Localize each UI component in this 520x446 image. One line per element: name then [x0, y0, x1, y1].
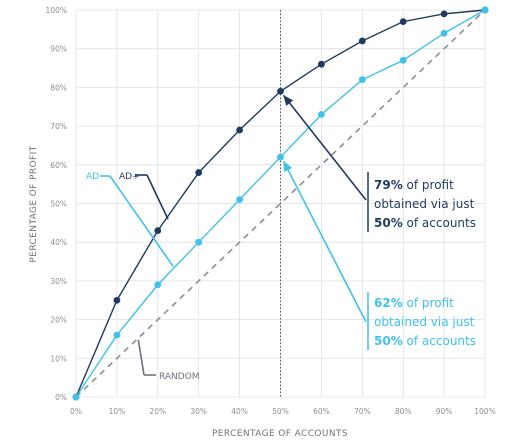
annotation-ad-plus-text2: obtained via just [374, 197, 475, 211]
svg-text:50% of accounts: 50% of accounts [374, 334, 476, 348]
annotation-ad-text1: of profit [403, 296, 454, 310]
series-random-line [75, 9, 486, 398]
x-tick-label: 40% [231, 407, 248, 416]
arrow-ad-plus-annotation-arrowhead [283, 95, 294, 106]
label-ad-plus: AD+ [119, 172, 140, 182]
pointer-random-label-b [137, 339, 145, 376]
x-tick-label: 50% [272, 407, 289, 416]
annotation-ad-plus-text3: of accounts [403, 216, 476, 230]
x-tick-label: 90% [436, 407, 453, 416]
annotation-ad-plus: 79% of profit obtained via just 50% of a… [367, 172, 476, 232]
y-tick-label: 20% [50, 316, 67, 325]
arrow-ad-annotation [282, 160, 367, 323]
series-ad-plus-point [358, 37, 366, 45]
y-tick-labels: 0% 10% 20% 30% 40% 50% 60% 70% 80% 90% 100% [46, 6, 67, 402]
series-ad-point [277, 153, 284, 161]
pointer-ad-plus-label-b [146, 174, 169, 220]
y-tick-label: 100% [46, 6, 67, 15]
series-ad-plus-point [399, 18, 407, 26]
x-tick-label: 0% [70, 407, 82, 416]
series-ad-point [72, 393, 80, 401]
series-ad-plus-point [113, 296, 121, 304]
y-tick-label: 50% [50, 200, 67, 209]
annotation-ad-plus-share: 50% [374, 216, 403, 230]
series-ad-point [399, 56, 407, 64]
series-ad-point [113, 331, 121, 339]
annotation-ad-text3: of accounts [403, 334, 476, 348]
series-ad-point [440, 29, 448, 37]
annotation-ad-value: 62% [374, 296, 403, 310]
series-ad-plus-point [277, 87, 284, 95]
series-ad-plus-point [318, 60, 325, 68]
x-tick-labels: 0% 10% 20% 30% 40% 50% 60% 70% 80% 90% 100% [70, 407, 496, 416]
series-ad-point [236, 196, 244, 204]
y-tick-label: 60% [50, 161, 67, 170]
annotation-ad-text2: obtained via just [374, 315, 475, 329]
series-ad-point [318, 111, 325, 118]
annotation-ad: 62% of profit obtained via just 50% of a… [367, 292, 476, 350]
x-tick-label: 70% [354, 407, 371, 416]
series-ad-point [195, 238, 203, 246]
svg-text:50% of accounts: 50% of accounts [374, 216, 476, 230]
series-ad-plus-point [440, 10, 448, 18]
label-random: RANDOM [159, 372, 200, 382]
series-ad-point [154, 281, 162, 289]
series-points [72, 6, 489, 401]
annotation-ad-plus-text1: of profit [403, 178, 454, 192]
label-ad: AD [86, 172, 99, 182]
y-tick-label: 70% [50, 122, 67, 131]
y-tick-label: 30% [50, 277, 67, 286]
y-tick-label: 40% [50, 238, 67, 247]
annotation-ad-share: 50% [374, 334, 403, 348]
pointer-ad-label-b [109, 175, 174, 267]
svg-text:79% of profit: 79% of profit [374, 178, 454, 192]
series-ad-plus-point [195, 169, 203, 176]
x-tick-label: 10% [109, 407, 126, 416]
x-tick-label: 60% [313, 407, 330, 416]
annotation-pointers [100, 94, 367, 376]
series-ad-plus-point [236, 126, 244, 134]
arrow-ad-annotation-arrowhead [283, 161, 293, 173]
series-ad-plus-point [154, 227, 162, 234]
series-ad-point [358, 76, 366, 84]
annotation-ad-plus-value: 79% [374, 178, 403, 192]
x-tick-label: 30% [190, 407, 207, 416]
svg-text:62% of profit: 62% of profit [374, 296, 454, 310]
y-tick-label: 10% [50, 354, 67, 363]
series-ad-point [481, 6, 489, 14]
x-tick-label: 80% [395, 407, 412, 416]
x-tick-label: 100% [474, 407, 495, 416]
x-tick-label: 20% [149, 407, 166, 416]
arrow-ad-plus-annotation [282, 94, 367, 201]
y-tick-label: 0% [55, 393, 67, 402]
y-tick-label: 80% [50, 83, 67, 92]
y-axis-title: PERCENTAGE OF PROFIT [29, 145, 39, 262]
x-axis-title: PERCENTAGE OF ACCOUNTS [212, 429, 348, 439]
y-tick-label: 90% [50, 45, 67, 54]
